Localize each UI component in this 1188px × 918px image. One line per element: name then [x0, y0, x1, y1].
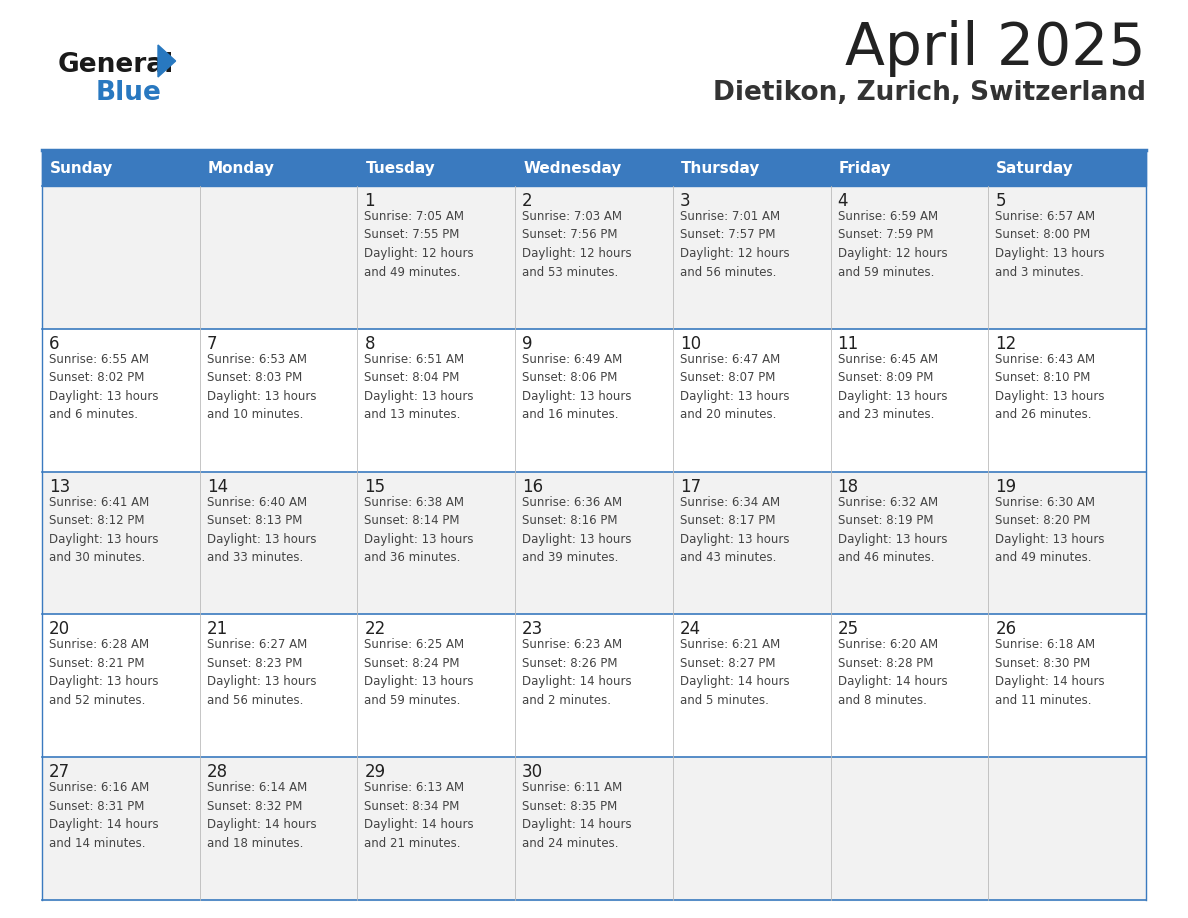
Text: 17: 17	[680, 477, 701, 496]
Text: Sunrise: 6:16 AM
Sunset: 8:31 PM
Daylight: 14 hours
and 14 minutes.: Sunrise: 6:16 AM Sunset: 8:31 PM Dayligh…	[49, 781, 159, 850]
Text: 3: 3	[680, 192, 690, 210]
Text: 14: 14	[207, 477, 228, 496]
Text: Thursday: Thursday	[681, 161, 760, 175]
Text: Sunrise: 7:03 AM
Sunset: 7:56 PM
Daylight: 12 hours
and 53 minutes.: Sunrise: 7:03 AM Sunset: 7:56 PM Dayligh…	[523, 210, 632, 278]
Text: Sunrise: 6:45 AM
Sunset: 8:09 PM
Daylight: 13 hours
and 23 minutes.: Sunrise: 6:45 AM Sunset: 8:09 PM Dayligh…	[838, 353, 947, 421]
Text: 7: 7	[207, 335, 217, 353]
Text: Sunrise: 6:11 AM
Sunset: 8:35 PM
Daylight: 14 hours
and 24 minutes.: Sunrise: 6:11 AM Sunset: 8:35 PM Dayligh…	[523, 781, 632, 850]
Text: 25: 25	[838, 621, 859, 638]
Text: 2: 2	[523, 192, 532, 210]
Text: Sunrise: 6:53 AM
Sunset: 8:03 PM
Daylight: 13 hours
and 10 minutes.: Sunrise: 6:53 AM Sunset: 8:03 PM Dayligh…	[207, 353, 316, 421]
Bar	[42, 472, 1146, 614]
Text: Sunrise: 6:47 AM
Sunset: 8:07 PM
Daylight: 13 hours
and 20 minutes.: Sunrise: 6:47 AM Sunset: 8:07 PM Dayligh…	[680, 353, 789, 421]
Text: 13: 13	[49, 477, 70, 496]
Bar	[988, 150, 1146, 186]
Text: 6: 6	[49, 335, 59, 353]
Text: 1: 1	[365, 192, 375, 210]
Bar	[830, 150, 988, 186]
Text: Tuesday: Tuesday	[366, 161, 435, 175]
Text: Sunrise: 6:51 AM
Sunset: 8:04 PM
Daylight: 13 hours
and 13 minutes.: Sunrise: 6:51 AM Sunset: 8:04 PM Dayligh…	[365, 353, 474, 421]
Text: 5: 5	[996, 192, 1006, 210]
Text: Sunrise: 6:20 AM
Sunset: 8:28 PM
Daylight: 14 hours
and 8 minutes.: Sunrise: 6:20 AM Sunset: 8:28 PM Dayligh…	[838, 638, 947, 707]
Bar	[358, 150, 516, 186]
Text: 21: 21	[207, 621, 228, 638]
Text: 15: 15	[365, 477, 386, 496]
Text: Saturday: Saturday	[997, 161, 1074, 175]
Text: 26: 26	[996, 621, 1017, 638]
Text: 30: 30	[523, 763, 543, 781]
Text: Sunrise: 6:38 AM
Sunset: 8:14 PM
Daylight: 13 hours
and 36 minutes.: Sunrise: 6:38 AM Sunset: 8:14 PM Dayligh…	[365, 496, 474, 564]
Text: 24: 24	[680, 621, 701, 638]
Bar	[42, 150, 200, 186]
Text: 8: 8	[365, 335, 375, 353]
Text: 23: 23	[523, 621, 543, 638]
Text: Wednesday: Wednesday	[523, 161, 621, 175]
Text: General: General	[58, 52, 175, 78]
Text: Sunrise: 6:28 AM
Sunset: 8:21 PM
Daylight: 13 hours
and 52 minutes.: Sunrise: 6:28 AM Sunset: 8:21 PM Dayligh…	[49, 638, 158, 707]
Text: Sunrise: 7:05 AM
Sunset: 7:55 PM
Daylight: 12 hours
and 49 minutes.: Sunrise: 7:05 AM Sunset: 7:55 PM Dayligh…	[365, 210, 474, 278]
Text: Sunrise: 6:21 AM
Sunset: 8:27 PM
Daylight: 14 hours
and 5 minutes.: Sunrise: 6:21 AM Sunset: 8:27 PM Dayligh…	[680, 638, 790, 707]
Text: 27: 27	[49, 763, 70, 781]
Text: 10: 10	[680, 335, 701, 353]
Text: 9: 9	[523, 335, 532, 353]
Text: Sunrise: 6:34 AM
Sunset: 8:17 PM
Daylight: 13 hours
and 43 minutes.: Sunrise: 6:34 AM Sunset: 8:17 PM Dayligh…	[680, 496, 789, 564]
Text: Sunrise: 6:30 AM
Sunset: 8:20 PM
Daylight: 13 hours
and 49 minutes.: Sunrise: 6:30 AM Sunset: 8:20 PM Dayligh…	[996, 496, 1105, 564]
Bar	[42, 329, 1146, 472]
Text: Sunrise: 6:27 AM
Sunset: 8:23 PM
Daylight: 13 hours
and 56 minutes.: Sunrise: 6:27 AM Sunset: 8:23 PM Dayligh…	[207, 638, 316, 707]
Text: Sunrise: 6:13 AM
Sunset: 8:34 PM
Daylight: 14 hours
and 21 minutes.: Sunrise: 6:13 AM Sunset: 8:34 PM Dayligh…	[365, 781, 474, 850]
Text: Sunrise: 6:41 AM
Sunset: 8:12 PM
Daylight: 13 hours
and 30 minutes.: Sunrise: 6:41 AM Sunset: 8:12 PM Dayligh…	[49, 496, 158, 564]
Text: Blue: Blue	[96, 80, 162, 106]
Text: Sunday: Sunday	[50, 161, 113, 175]
Bar	[516, 150, 672, 186]
Text: Sunrise: 6:25 AM
Sunset: 8:24 PM
Daylight: 13 hours
and 59 minutes.: Sunrise: 6:25 AM Sunset: 8:24 PM Dayligh…	[365, 638, 474, 707]
Text: Friday: Friday	[839, 161, 891, 175]
Bar	[42, 614, 1146, 757]
Text: Dietikon, Zurich, Switzerland: Dietikon, Zurich, Switzerland	[713, 80, 1146, 106]
Text: Sunrise: 6:32 AM
Sunset: 8:19 PM
Daylight: 13 hours
and 46 minutes.: Sunrise: 6:32 AM Sunset: 8:19 PM Dayligh…	[838, 496, 947, 564]
Text: Sunrise: 7:01 AM
Sunset: 7:57 PM
Daylight: 12 hours
and 56 minutes.: Sunrise: 7:01 AM Sunset: 7:57 PM Dayligh…	[680, 210, 790, 278]
Bar	[200, 150, 358, 186]
Bar	[42, 186, 1146, 329]
Text: Sunrise: 6:59 AM
Sunset: 7:59 PM
Daylight: 12 hours
and 59 minutes.: Sunrise: 6:59 AM Sunset: 7:59 PM Dayligh…	[838, 210, 947, 278]
Text: Sunrise: 6:40 AM
Sunset: 8:13 PM
Daylight: 13 hours
and 33 minutes.: Sunrise: 6:40 AM Sunset: 8:13 PM Dayligh…	[207, 496, 316, 564]
Text: April 2025: April 2025	[846, 20, 1146, 77]
Text: 29: 29	[365, 763, 386, 781]
Text: Sunrise: 6:49 AM
Sunset: 8:06 PM
Daylight: 13 hours
and 16 minutes.: Sunrise: 6:49 AM Sunset: 8:06 PM Dayligh…	[523, 353, 632, 421]
Text: 28: 28	[207, 763, 228, 781]
Bar	[672, 150, 830, 186]
Text: Sunrise: 6:23 AM
Sunset: 8:26 PM
Daylight: 14 hours
and 2 minutes.: Sunrise: 6:23 AM Sunset: 8:26 PM Dayligh…	[523, 638, 632, 707]
Text: 11: 11	[838, 335, 859, 353]
Bar	[42, 757, 1146, 900]
Text: 16: 16	[523, 477, 543, 496]
Text: 22: 22	[365, 621, 386, 638]
Text: Sunrise: 6:18 AM
Sunset: 8:30 PM
Daylight: 14 hours
and 11 minutes.: Sunrise: 6:18 AM Sunset: 8:30 PM Dayligh…	[996, 638, 1105, 707]
Text: 19: 19	[996, 477, 1017, 496]
Text: 20: 20	[49, 621, 70, 638]
Text: Sunrise: 6:43 AM
Sunset: 8:10 PM
Daylight: 13 hours
and 26 minutes.: Sunrise: 6:43 AM Sunset: 8:10 PM Dayligh…	[996, 353, 1105, 421]
Text: Sunrise: 6:57 AM
Sunset: 8:00 PM
Daylight: 13 hours
and 3 minutes.: Sunrise: 6:57 AM Sunset: 8:00 PM Dayligh…	[996, 210, 1105, 278]
Text: 12: 12	[996, 335, 1017, 353]
Text: 18: 18	[838, 477, 859, 496]
Text: Monday: Monday	[208, 161, 274, 175]
Text: Sunrise: 6:14 AM
Sunset: 8:32 PM
Daylight: 14 hours
and 18 minutes.: Sunrise: 6:14 AM Sunset: 8:32 PM Dayligh…	[207, 781, 316, 850]
Polygon shape	[158, 45, 176, 77]
Text: Sunrise: 6:55 AM
Sunset: 8:02 PM
Daylight: 13 hours
and 6 minutes.: Sunrise: 6:55 AM Sunset: 8:02 PM Dayligh…	[49, 353, 158, 421]
Text: 4: 4	[838, 192, 848, 210]
Text: Sunrise: 6:36 AM
Sunset: 8:16 PM
Daylight: 13 hours
and 39 minutes.: Sunrise: 6:36 AM Sunset: 8:16 PM Dayligh…	[523, 496, 632, 564]
